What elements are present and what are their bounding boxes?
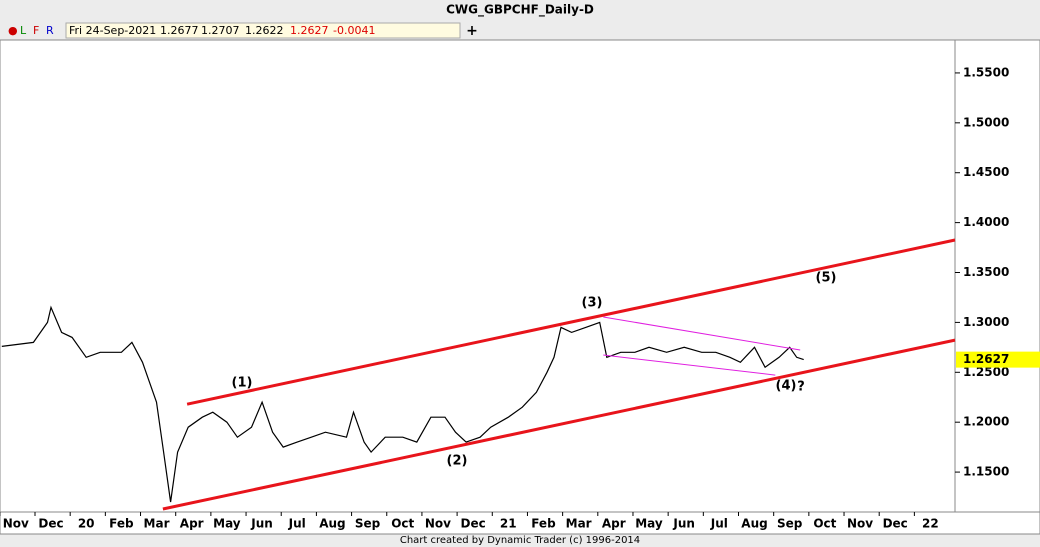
info-close: 1.2627 [290, 24, 329, 37]
y-tick-label: 1.5000 [963, 115, 1009, 129]
x-axis-area [0, 511, 1040, 535]
x-tick-label: Dec [883, 517, 908, 531]
wave-label: (2) [447, 454, 468, 469]
y-tick-label: 1.5500 [963, 65, 1009, 79]
info-date: Fri 24-Sep-2021 [69, 24, 156, 37]
wave-label: ? [797, 380, 805, 395]
x-tick-label: Nov [3, 517, 29, 531]
y-tick-label: 1.2500 [963, 365, 1009, 379]
wave-label: (5) [816, 271, 837, 286]
info-bar [65, 22, 461, 39]
trend-line [186, 238, 956, 406]
x-tick-label: Jun [250, 517, 273, 531]
x-tick-label: Apr [602, 517, 626, 531]
x-tick-label: Feb [109, 517, 134, 531]
x-tick-label: Oct [391, 517, 414, 531]
info-change: -0.0041 [333, 24, 375, 37]
x-tick-label: Dec [460, 517, 485, 531]
x-tick-label: 20 [78, 517, 95, 531]
x-tick-label: Apr [180, 517, 204, 531]
chart-title: CWG_GBPCHF_Daily-D [446, 3, 594, 18]
x-tick-label: 21 [500, 517, 517, 531]
x-tick-label: Feb [531, 517, 556, 531]
y-tick-label: 1.3000 [963, 315, 1009, 329]
x-tick-label: Nov [847, 517, 873, 531]
x-tick-label: Aug [741, 517, 767, 531]
y-tick-label: 1.2000 [963, 415, 1009, 429]
x-tick-label: Dec [38, 517, 63, 531]
add-button[interactable]: + [466, 23, 478, 39]
x-tick-label: Jul [288, 517, 306, 531]
y-tick-label: 1.1500 [963, 465, 1009, 479]
x-tick-label: Sep [777, 517, 803, 531]
info-high: 1.2707 [201, 24, 240, 37]
y-tick-label: 1.3500 [963, 265, 1009, 279]
x-tick-label: 22 [922, 517, 939, 531]
wave-label: (1) [232, 376, 253, 391]
last-price-box [956, 351, 1040, 368]
x-tick-label: Sep [355, 517, 381, 531]
trend-line [603, 354, 776, 376]
y-tick-label: 1.4000 [963, 215, 1009, 229]
indicator[interactable]: L [20, 24, 27, 37]
x-tick-label: Jun [672, 517, 695, 531]
footer: Chart created by Dynamic Trader (c) 1996… [400, 535, 640, 546]
last-price-label: 1.2627 [963, 352, 1009, 366]
x-tick-label: May [635, 517, 663, 531]
wave-label: (3) [582, 296, 603, 311]
indicator[interactable]: ● [8, 24, 18, 37]
x-tick-label: May [213, 517, 241, 531]
info-open: 1.2677 [160, 24, 199, 37]
x-tick-label: Mar [144, 517, 170, 531]
trend-line [162, 338, 956, 511]
x-tick-label: Aug [319, 517, 345, 531]
price-line [1, 305, 804, 503]
plot-area [0, 39, 956, 513]
wave-label: (4) [776, 379, 797, 394]
indicator[interactable]: F [33, 24, 39, 37]
info-low: 1.2622 [245, 24, 284, 37]
x-tick-label: Mar [566, 517, 592, 531]
y-tick-label: 1.4500 [963, 165, 1009, 179]
indicator[interactable]: R [46, 24, 54, 37]
x-tick-label: Oct [813, 517, 836, 531]
trend-line [603, 316, 801, 351]
x-tick-label: Nov [425, 517, 451, 531]
x-tick-label: Jul [710, 517, 728, 531]
